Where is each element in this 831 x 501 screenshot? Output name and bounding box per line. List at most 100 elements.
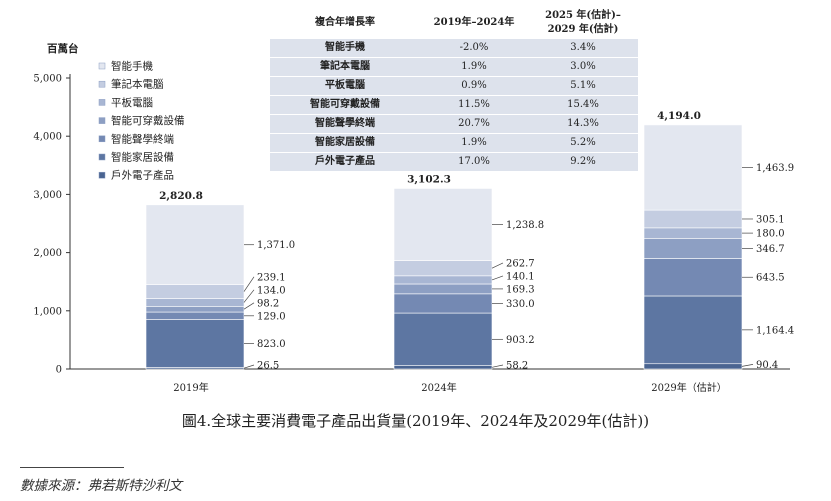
value-label: 1,463.9 — [756, 163, 794, 174]
value-label: 98.2 — [257, 298, 279, 309]
legend-swatch — [98, 171, 106, 179]
leader-line — [491, 364, 504, 368]
leader-line — [243, 364, 255, 369]
value-label: 58.2 — [506, 361, 528, 372]
cagr-table-row: 筆記本電腦 1.9% 3.0% — [270, 57, 638, 77]
value-label: 330.0 — [506, 299, 535, 310]
bar-segment — [643, 258, 743, 297]
bar-segment — [393, 365, 493, 370]
y-tick-label: 3,000 — [33, 190, 62, 201]
value-label: 169.3 — [506, 284, 535, 295]
cagr-table-row: 智能聲學終端 20.7% 14.3% — [270, 114, 638, 134]
leader-line — [741, 364, 754, 367]
cagr-table-row: 智能家居設備 1.9% 5.2% — [270, 133, 638, 153]
cagr-header-2025-2029-line2: 2029 年(估計) — [547, 24, 619, 35]
cagr-row-2019-2024: 11.5% — [420, 95, 528, 115]
bar-segment — [643, 124, 743, 211]
bar-segment — [393, 312, 493, 366]
y-axis-unit-label: 百萬台 — [47, 42, 79, 55]
legend-swatch — [98, 80, 106, 88]
cagr-table-row: 平板電腦 0.9% 5.1% — [270, 76, 638, 96]
cagr-row-2019-2024: 1.9% — [420, 133, 528, 153]
cagr-header-2025-2029: 2025 年(估計)– 2029 年(估計) — [528, 8, 638, 39]
legend-swatch — [98, 153, 106, 161]
bar-segment — [643, 227, 743, 239]
bar-segment — [393, 283, 493, 295]
legend-label: 智能可穿戴設備 — [111, 114, 185, 127]
bar-segment — [643, 363, 743, 370]
stacked-bar-chart: 百萬台 0 1,000 2,000 3,000 4,000 5,000 26.5 823.0… — [33, 42, 794, 394]
cagr-table-row: 智能可穿戴設備 11.5% 15.4% — [270, 95, 638, 115]
cagr-row-category: 智能聲學終端 — [270, 114, 420, 134]
value-label: 1,164.4 — [756, 325, 794, 336]
cagr-table-row: 智能手機 -2.0% 3.4% — [270, 38, 638, 58]
cagr-row-category: 智能手機 — [270, 38, 420, 58]
value-label: 1,238.8 — [506, 220, 544, 231]
leader-line — [243, 289, 255, 303]
value-label: 129.0 — [257, 311, 286, 322]
legend-swatch — [98, 135, 106, 143]
leader-line — [243, 276, 255, 292]
leader-line — [243, 302, 255, 310]
value-label: 239.1 — [257, 272, 286, 283]
cagr-row-category: 戶外電子產品 — [270, 152, 420, 172]
cagr-row-2019-2024: 1.9% — [420, 57, 528, 77]
legend-swatch — [98, 117, 106, 124]
value-label: 180.0 — [756, 229, 785, 240]
x-category-label: 2019年 — [173, 381, 208, 394]
bar-segment — [643, 238, 743, 259]
bar-segment — [145, 284, 245, 299]
legend-swatch — [98, 99, 106, 106]
legend-label: 智能家居設備 — [111, 151, 174, 164]
value-label: 346.7 — [756, 244, 785, 255]
bar-segment — [393, 188, 493, 261]
value-label: 140.1 — [506, 271, 535, 282]
legend-label: 戶外電子產品 — [111, 169, 174, 182]
y-tick-label: 2,000 — [33, 248, 62, 259]
cagr-row-category: 平板電腦 — [270, 76, 420, 96]
bar-segment — [393, 260, 493, 277]
cagr-header-category: 複合年增長率 — [270, 8, 420, 39]
total-label: 4,194.0 — [657, 110, 701, 122]
cagr-row-2025-2029: 3.4% — [528, 38, 638, 58]
leader-line — [491, 275, 504, 281]
bar-segment — [393, 293, 493, 314]
bar-segment — [643, 209, 743, 229]
legend-label: 智能聲學終端 — [111, 132, 174, 145]
source-note: 數據來源：弗若斯特沙利文 — [20, 478, 182, 494]
cagr-header-2019-2024: 2019年–2024年 — [420, 8, 528, 39]
x-category-label: 2029年（估計） — [651, 381, 726, 394]
legend-label: 筆記本電腦 — [111, 78, 164, 91]
cagr-table-header: 複合年增長率 2019年–2024年 2025 年(估計)– 2029 年(估計… — [270, 8, 638, 39]
legend-swatch — [98, 62, 106, 70]
cagr-row-2019-2024: 17.0% — [420, 152, 528, 172]
cagr-row-category: 智能家居設備 — [270, 133, 420, 153]
cagr-table: 複合年增長率 2019年–2024年 2025 年(估計)– 2029 年(估計… — [270, 8, 638, 172]
y-tick-label: 4,000 — [33, 132, 62, 143]
x-category-label: 2024年 — [421, 381, 456, 394]
leader-line — [491, 262, 504, 269]
y-tick-label: 1,000 — [33, 306, 62, 317]
cagr-row-2025-2029: 14.3% — [528, 114, 638, 134]
value-label: 823.0 — [257, 339, 286, 350]
legend-label: 平板電腦 — [111, 96, 153, 109]
cagr-row-2025-2029: 3.0% — [528, 57, 638, 77]
cagr-row-2019-2024: 20.7% — [420, 114, 528, 134]
bar-segment — [643, 295, 743, 365]
figure-caption: 圖4.全球主要消費電子產品出貨量(2019年、2024年及2029年(估計)) — [181, 412, 650, 430]
value-label: 903.2 — [506, 335, 535, 346]
bar-segment — [393, 275, 493, 285]
value-label: 643.5 — [756, 273, 785, 284]
cagr-row-category: 筆記本電腦 — [270, 57, 420, 77]
y-tick-label: 0 — [56, 365, 62, 376]
value-label: 262.7 — [506, 258, 535, 269]
cagr-row-2025-2029: 5.2% — [528, 133, 638, 153]
bar-segment — [145, 311, 245, 320]
value-label: 305.1 — [756, 214, 785, 225]
value-label: 90.4 — [756, 360, 778, 371]
cagr-row-2019-2024: 0.9% — [420, 76, 528, 96]
legend-label: 智能手機 — [111, 60, 153, 73]
total-label: 3,102.3 — [407, 173, 451, 185]
cagr-table-row: 戶外電子產品 17.0% 9.2% — [270, 152, 638, 172]
cagr-row-2025-2029: 9.2% — [528, 152, 638, 172]
